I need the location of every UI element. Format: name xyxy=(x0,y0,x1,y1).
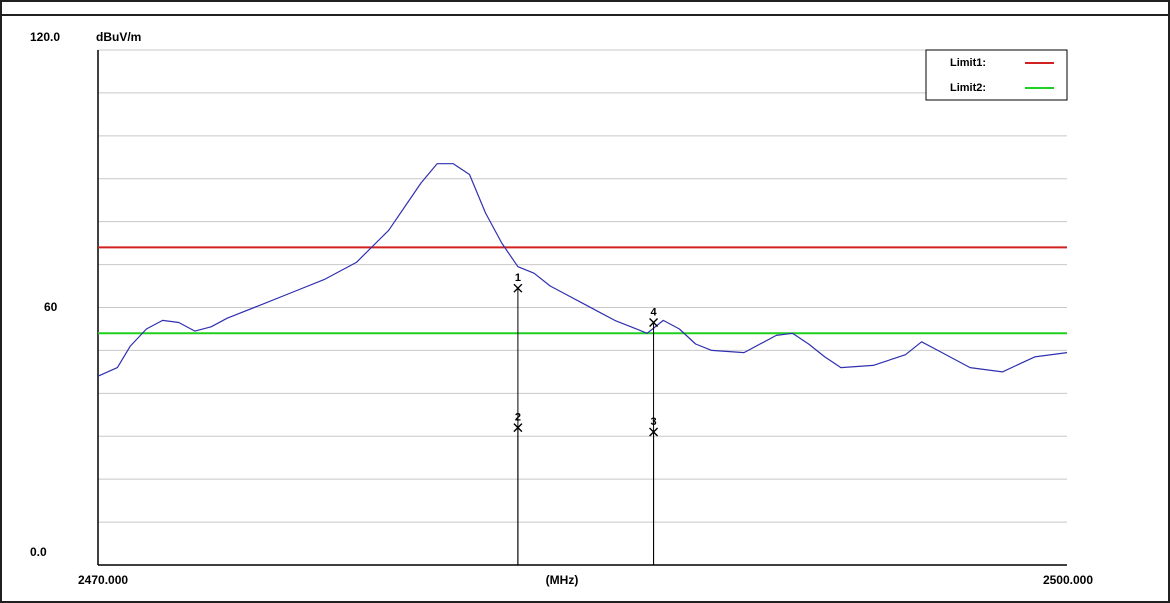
limit-lines xyxy=(98,246,1067,335)
legend: Limit1: Limit2: xyxy=(925,49,1068,101)
marker-1-cross xyxy=(513,283,523,293)
marker-2-label: 2 xyxy=(515,412,521,424)
marker-group: 1234 xyxy=(513,272,659,565)
x-axis-unit-label: (MHz) xyxy=(546,573,579,587)
grid-lines xyxy=(98,49,1067,523)
y-tick-label-top: 120.0 xyxy=(30,30,60,44)
y-axis-unit-label: dBuV/m xyxy=(96,30,141,44)
x-tick-label-start: 2470.000 xyxy=(78,573,128,587)
x-tick-label-end: 2500.000 xyxy=(1043,573,1093,587)
marker-1-label: 1 xyxy=(515,272,521,284)
series-traces xyxy=(97,163,1068,377)
marker-2-cross xyxy=(513,423,523,433)
plot-background xyxy=(12,22,1114,600)
legend-label-limit2: Limit2: xyxy=(950,82,986,94)
legend-box xyxy=(925,49,1068,101)
y-tick-label-bottom: 0.0 xyxy=(30,545,47,559)
marker-4-label: 4 xyxy=(650,307,657,319)
legend-label-limit1: Limit1: xyxy=(950,57,986,69)
series-line-1 xyxy=(97,163,1068,377)
window-top-border xyxy=(2,2,1168,16)
y-tick-label-mid: 60 xyxy=(44,300,58,314)
marker-4-cross xyxy=(649,318,659,328)
